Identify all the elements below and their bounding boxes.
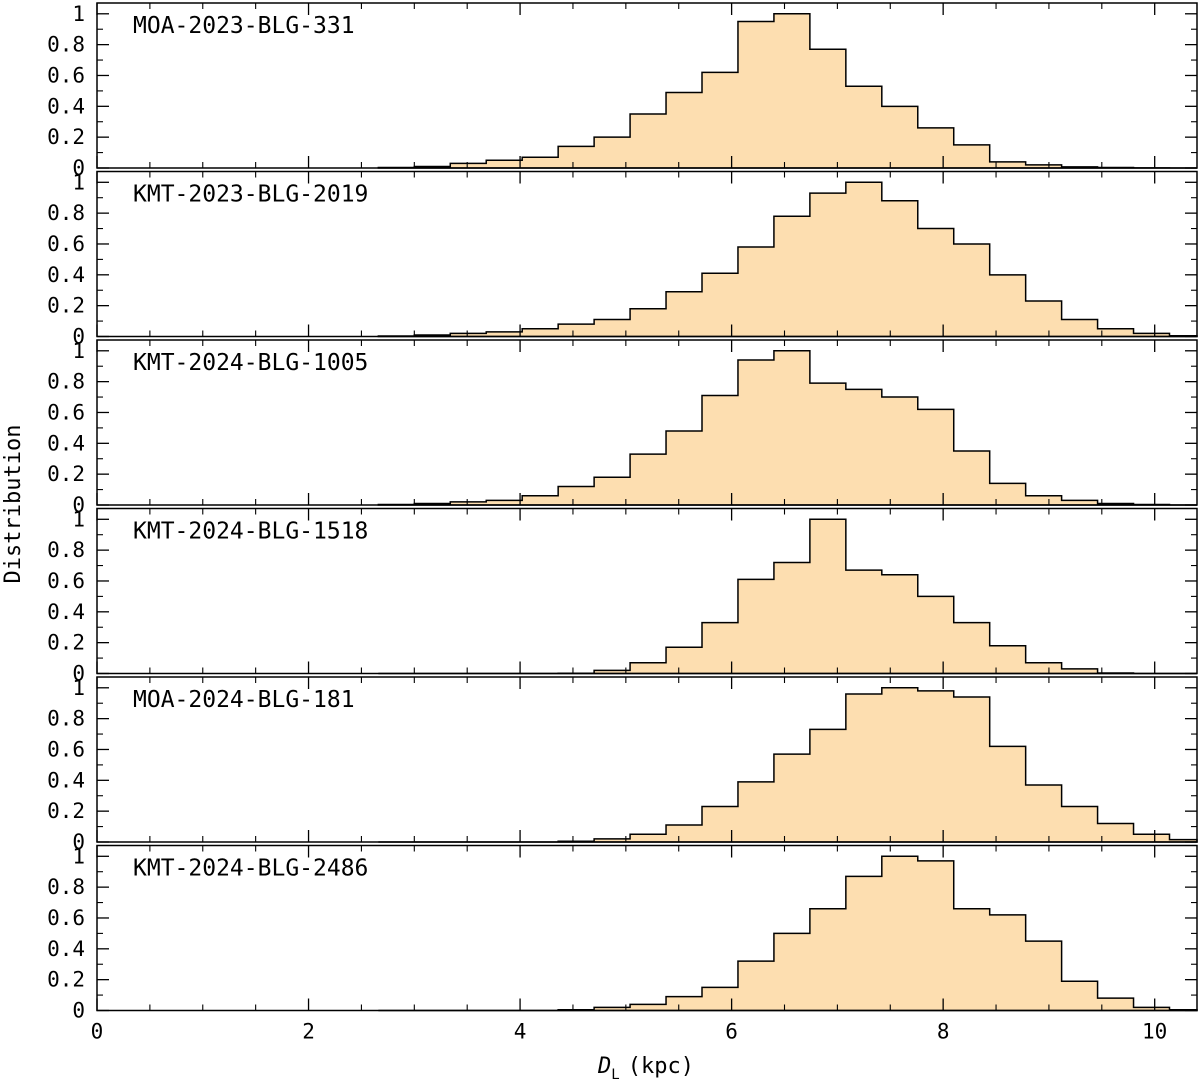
panel: 0 0.2 0.4 0.6 0.8 1 MOA-2023-BLG-331 xyxy=(47,2,1198,180)
x-tick-label: 8 xyxy=(937,1020,950,1044)
y-tick-label: 0.2 xyxy=(47,294,85,318)
y-tick-label: 0 xyxy=(72,493,85,517)
panel-title: KMT-2024-BLG-2486 xyxy=(133,856,368,882)
histogram-bars xyxy=(377,13,1197,169)
y-axis-label: Distribution xyxy=(1,425,26,584)
x-tick-label: 10 xyxy=(1142,1020,1167,1044)
y-tick-label: 1 xyxy=(72,507,85,531)
panel-frame xyxy=(96,676,1198,843)
x-axis-label-subscript: L xyxy=(611,1067,619,1082)
panel-frame xyxy=(96,339,1198,506)
histogram-bars xyxy=(377,350,1197,506)
y-tick-label: 0.8 xyxy=(47,201,85,225)
panel-title: KMT-2024-BLG-1518 xyxy=(133,519,368,545)
y-tick-label: 1 xyxy=(72,170,85,194)
panel: 0 0.2 0.4 0.6 0.8 1 KMT-2024-BLG-1005 xyxy=(47,339,1198,517)
y-tick-label: 0.4 xyxy=(47,937,85,961)
panel: 0 0.2 0.4 0.6 0.8 1 MOA-2024-BLG-181 xyxy=(47,676,1198,854)
panel-frame xyxy=(96,170,1198,338)
y-tick-label: 0.2 xyxy=(47,462,85,486)
histogram-bars xyxy=(378,518,1197,675)
y-tick-label: 0.8 xyxy=(47,538,85,562)
y-tick-label: 0.2 xyxy=(47,968,85,992)
panel: 0 0.2 0.4 0.6 0.8 1 KMT-2024-BLG-1518 xyxy=(47,507,1198,686)
panel-title: KMT-2023-BLG-2019 xyxy=(133,182,368,208)
y-tick-label: 0 xyxy=(72,999,85,1023)
panel-title: MOA-2024-BLG-181 xyxy=(133,687,355,713)
y-tick-label: 0.8 xyxy=(47,33,85,57)
x-tick-label: 6 xyxy=(725,1020,738,1044)
histogram-bars xyxy=(378,687,1198,843)
y-tick-label: 0.4 xyxy=(47,600,85,624)
y-tick-label: 0 xyxy=(72,325,85,349)
y-tick-label: 0.6 xyxy=(47,400,85,424)
y-tick-label: 0.2 xyxy=(47,125,85,149)
y-tick-label: 0.4 xyxy=(47,263,85,287)
y-tick-label: 1 xyxy=(72,676,85,700)
panel-frame xyxy=(96,844,1198,1012)
x-axis-label-symbol: D xyxy=(597,1054,611,1079)
y-tick-label: 0 xyxy=(72,830,85,854)
y-tick-label: 0.6 xyxy=(47,569,85,593)
y-tick-label: 1 xyxy=(72,2,85,26)
y-tick-label: 0.4 xyxy=(47,94,85,118)
y-tick-label: 0.2 xyxy=(47,631,85,655)
y-tick-label: 0 xyxy=(72,662,85,686)
x-tick-label: 0 xyxy=(91,1020,104,1044)
x-tick-label: 4 xyxy=(514,1020,527,1044)
x-axis-label-unit: (kpc) xyxy=(628,1054,694,1079)
panel-frame xyxy=(96,2,1198,169)
y-tick-label: 0 xyxy=(72,156,85,180)
panel-title: KMT-2024-BLG-1005 xyxy=(133,350,368,376)
panel: 0 0.2 0.4 0.6 0.8 1 KMT-2023-BLG-2019 xyxy=(47,170,1198,349)
y-tick-label: 0.8 xyxy=(47,875,85,899)
panel: 0 0.2 0.4 0.6 0.8 1 KMT-2024-BLG-2486 xyxy=(47,844,1198,1023)
y-tick-label: 0.4 xyxy=(47,431,85,455)
panel-frame xyxy=(96,507,1198,675)
y-tick-label: 0.6 xyxy=(47,906,85,930)
y-tick-label: 0.6 xyxy=(47,63,85,87)
x-axis-label: DL (kpc) xyxy=(597,1054,694,1082)
y-tick-label: 0.8 xyxy=(47,370,85,394)
y-tick-label: 0.4 xyxy=(47,768,85,792)
y-tick-label: 1 xyxy=(72,844,85,868)
y-tick-label: 0.8 xyxy=(47,707,85,731)
histogram-bars xyxy=(377,181,1198,338)
y-tick-label: 0.2 xyxy=(47,799,85,823)
panel-title: MOA-2023-BLG-331 xyxy=(133,13,355,39)
y-tick-label: 0.6 xyxy=(47,232,85,256)
y-tick-label: 1 xyxy=(72,339,85,363)
histogram-bars xyxy=(378,855,1198,1012)
panels-layer: 0 0.2 0.4 0.6 0.8 1 MOA-2023-BLG-331 0 0.2 0.4 0.6… xyxy=(47,2,1198,1044)
y-tick-label: 0.6 xyxy=(47,737,85,761)
x-tick-label: 2 xyxy=(302,1020,315,1044)
